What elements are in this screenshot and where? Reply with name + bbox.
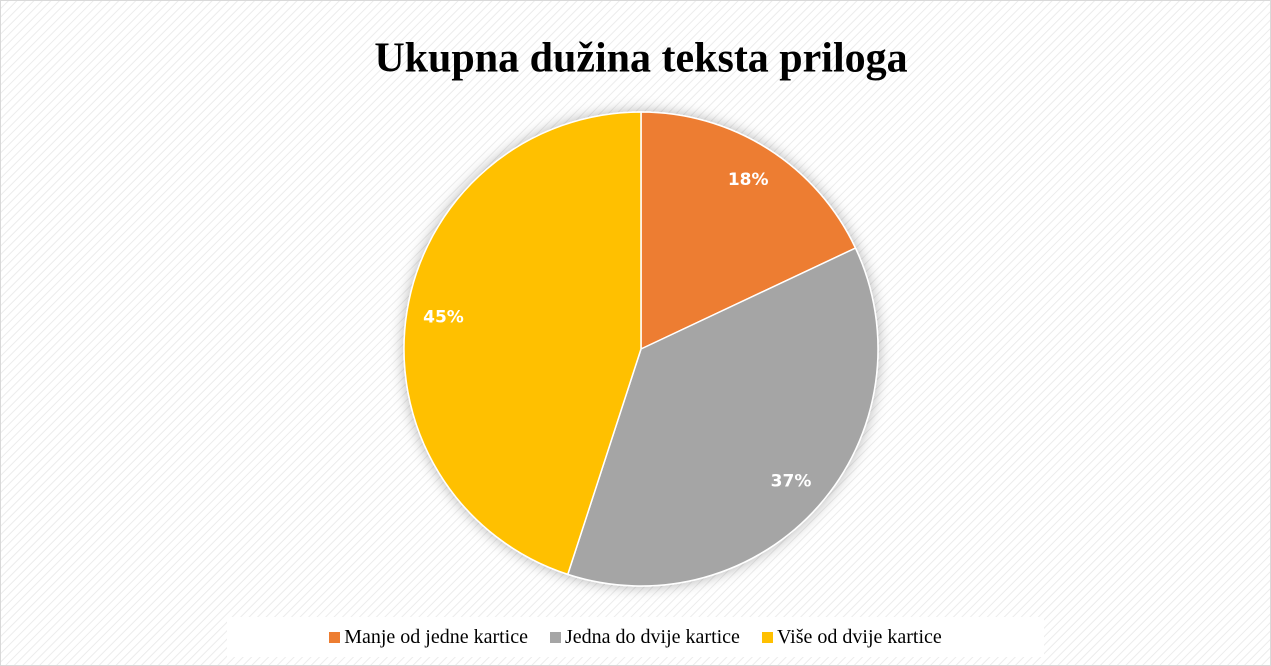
legend: Manje od jedne kartice Jedna do dvije kar… [227, 617, 1044, 657]
legend-item: Više od dvije kartice [761, 625, 942, 649]
data-label: 18% [728, 170, 769, 190]
data-label: 45% [423, 308, 464, 328]
pie [403, 111, 879, 587]
legend-label: Manje od jedne kartice [344, 625, 528, 648]
pie-slice [640, 111, 857, 351]
legend-item: Manje od jedne kartice [329, 626, 528, 649]
legend-swatch [761, 631, 773, 643]
legend-swatch [550, 631, 561, 643]
pie-slice [566, 247, 879, 587]
legend-item: Jedna do dvije kartice [550, 626, 740, 649]
pie-slice [403, 111, 642, 576]
chart-title: Ukupna dužina teksta priloga [374, 36, 907, 82]
data-label: 37% [771, 471, 812, 491]
legend-label: Više od dvije kartice [776, 625, 942, 648]
legend-swatch [329, 631, 341, 643]
legend-label: Jedna do dvije kartice [565, 625, 740, 648]
